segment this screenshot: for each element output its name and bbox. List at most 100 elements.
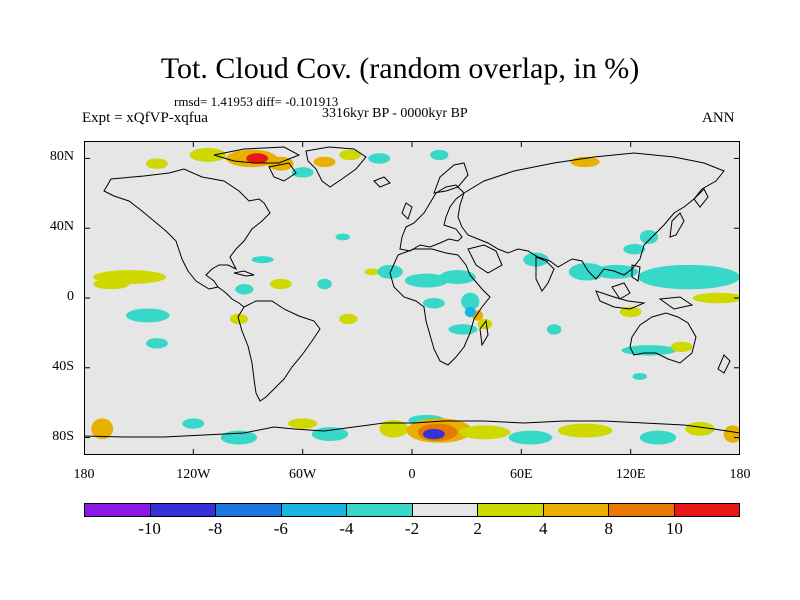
- experiment-label: Expt = xQfVP-xqfua: [82, 110, 208, 126]
- colorbar-tick-label: -6: [273, 519, 288, 538]
- colorbar-segment: [412, 504, 478, 516]
- anomaly-patch: [639, 430, 677, 445]
- map-background: [84, 141, 740, 455]
- anomaly-patch: [291, 167, 314, 178]
- anomaly-patch: [430, 149, 449, 161]
- coastline-greenland: [305, 146, 367, 188]
- coastline-new-guinea: [658, 296, 694, 310]
- anomaly-patch: [637, 264, 740, 290]
- colorbar-segment: [150, 504, 216, 516]
- anomaly-patches: [91, 147, 740, 445]
- anomaly-patch: [364, 268, 380, 276]
- anomaly-patch: [477, 318, 493, 330]
- anomaly-patch: [189, 147, 227, 162]
- coastline-central-america: [217, 286, 245, 308]
- anomaly-patch: [422, 298, 445, 309]
- anomaly-patch: [145, 158, 168, 169]
- anomaly-patch: [639, 229, 659, 244]
- coastline-arctic-islands: [213, 146, 301, 164]
- anomaly-patch: [546, 324, 562, 335]
- latitude-tick-label: 80S: [52, 428, 74, 444]
- coastline-baffin: [268, 162, 297, 182]
- latitude-tick-label: 0: [67, 289, 74, 304]
- colorbar-segment: [347, 504, 413, 516]
- anomaly-patch: [621, 345, 677, 356]
- anomaly-patch: [182, 418, 205, 429]
- season-label: ANN: [702, 110, 735, 126]
- anomaly-patch: [311, 427, 349, 442]
- anomaly-patch: [685, 421, 715, 436]
- coastline-india: [535, 256, 555, 292]
- anomaly-patch: [670, 341, 693, 353]
- anomaly-patch: [335, 233, 351, 241]
- colorbar-tick-label: 2: [473, 519, 482, 538]
- anomaly-patch: [723, 425, 740, 443]
- anomaly-patch: [339, 313, 358, 325]
- colorbar-segment: [478, 504, 544, 516]
- anomaly-patch: [404, 273, 449, 288]
- anomaly-patch: [246, 153, 269, 164]
- colorbar: [84, 503, 740, 517]
- longitude-tick-label: 60W: [289, 467, 317, 482]
- coastline-japan: [669, 212, 685, 238]
- anomaly-patch: [557, 423, 613, 438]
- coastline-antarctica: [84, 420, 740, 438]
- anomaly-patch: [448, 324, 478, 335]
- anomaly-patch: [568, 263, 606, 281]
- plot-title: Tot. Cloud Cov. (random overlap, in %): [160, 52, 640, 85]
- coastline-scandinavia: [433, 162, 469, 194]
- latitude-tick-label: 40S: [52, 358, 74, 374]
- colorbar-segment: [543, 504, 609, 516]
- coastline-cuba: [233, 270, 255, 277]
- anomaly-patch: [317, 278, 332, 290]
- anomaly-patch: [461, 292, 480, 311]
- coastline-asia: [457, 152, 725, 280]
- colorbar-tick-label: -2: [404, 519, 420, 538]
- coastline-new-zealand: [717, 354, 731, 374]
- longitude-tick-label: 180: [73, 467, 95, 482]
- time-period-label: 3316kyr BP - 0000kyr BP: [322, 106, 468, 121]
- anomaly-patch: [619, 306, 642, 318]
- colorbar-tick-label: -4: [339, 519, 354, 538]
- colorbar-tick-label: 10: [665, 519, 683, 538]
- anomaly-patch: [692, 292, 740, 304]
- coastline-australia: [629, 312, 697, 364]
- colorbar-segment: [85, 504, 151, 516]
- anomaly-patch: [220, 430, 258, 445]
- colorbar-segment: [216, 504, 282, 516]
- map-tick-marks: [84, 141, 740, 455]
- longitude-tick-label: 180: [729, 467, 751, 482]
- colorbar-tick-label: -10: [138, 519, 161, 538]
- coastline-uk: [401, 202, 413, 220]
- colorbar-segment: [281, 504, 347, 516]
- anomaly-patch: [439, 270, 476, 285]
- coastline-philippines: [631, 264, 641, 282]
- anomaly-map: [84, 141, 740, 455]
- anomaly-patch: [269, 278, 292, 290]
- colorbar-segment: [609, 504, 675, 516]
- longitude-tick-label: 60E: [510, 467, 533, 482]
- anomaly-patch: [93, 278, 130, 290]
- colorbar-tick-label: -8: [208, 519, 223, 538]
- latitude-tick-label: 80N: [49, 149, 74, 165]
- colorbar-tick-label: 8: [604, 519, 614, 538]
- anomaly-patch: [339, 149, 361, 161]
- anomaly-patch: [125, 308, 170, 323]
- longitude-tick-label: 0: [408, 467, 416, 482]
- anomaly-patch: [368, 153, 391, 164]
- anomaly-patch: [464, 306, 476, 318]
- longitude-tick-label: 120W: [176, 467, 211, 482]
- coastline-south-america: [237, 300, 321, 402]
- anomaly-patch: [508, 430, 553, 445]
- coastline-madagascar: [479, 319, 489, 347]
- anomaly-patch: [288, 418, 318, 429]
- anomaly-patch: [422, 428, 445, 440]
- anomaly-patch: [379, 420, 409, 438]
- anomaly-patch: [91, 418, 114, 440]
- anomaly-patch: [313, 156, 336, 168]
- anomaly-patch: [251, 256, 274, 264]
- anomaly-patch: [145, 338, 168, 349]
- rmsd-diff-stats: rmsd= 1.41953 diff= -0.101913: [174, 94, 339, 109]
- coastline-indonesia: [595, 290, 646, 310]
- colorbar-segment: [674, 504, 739, 516]
